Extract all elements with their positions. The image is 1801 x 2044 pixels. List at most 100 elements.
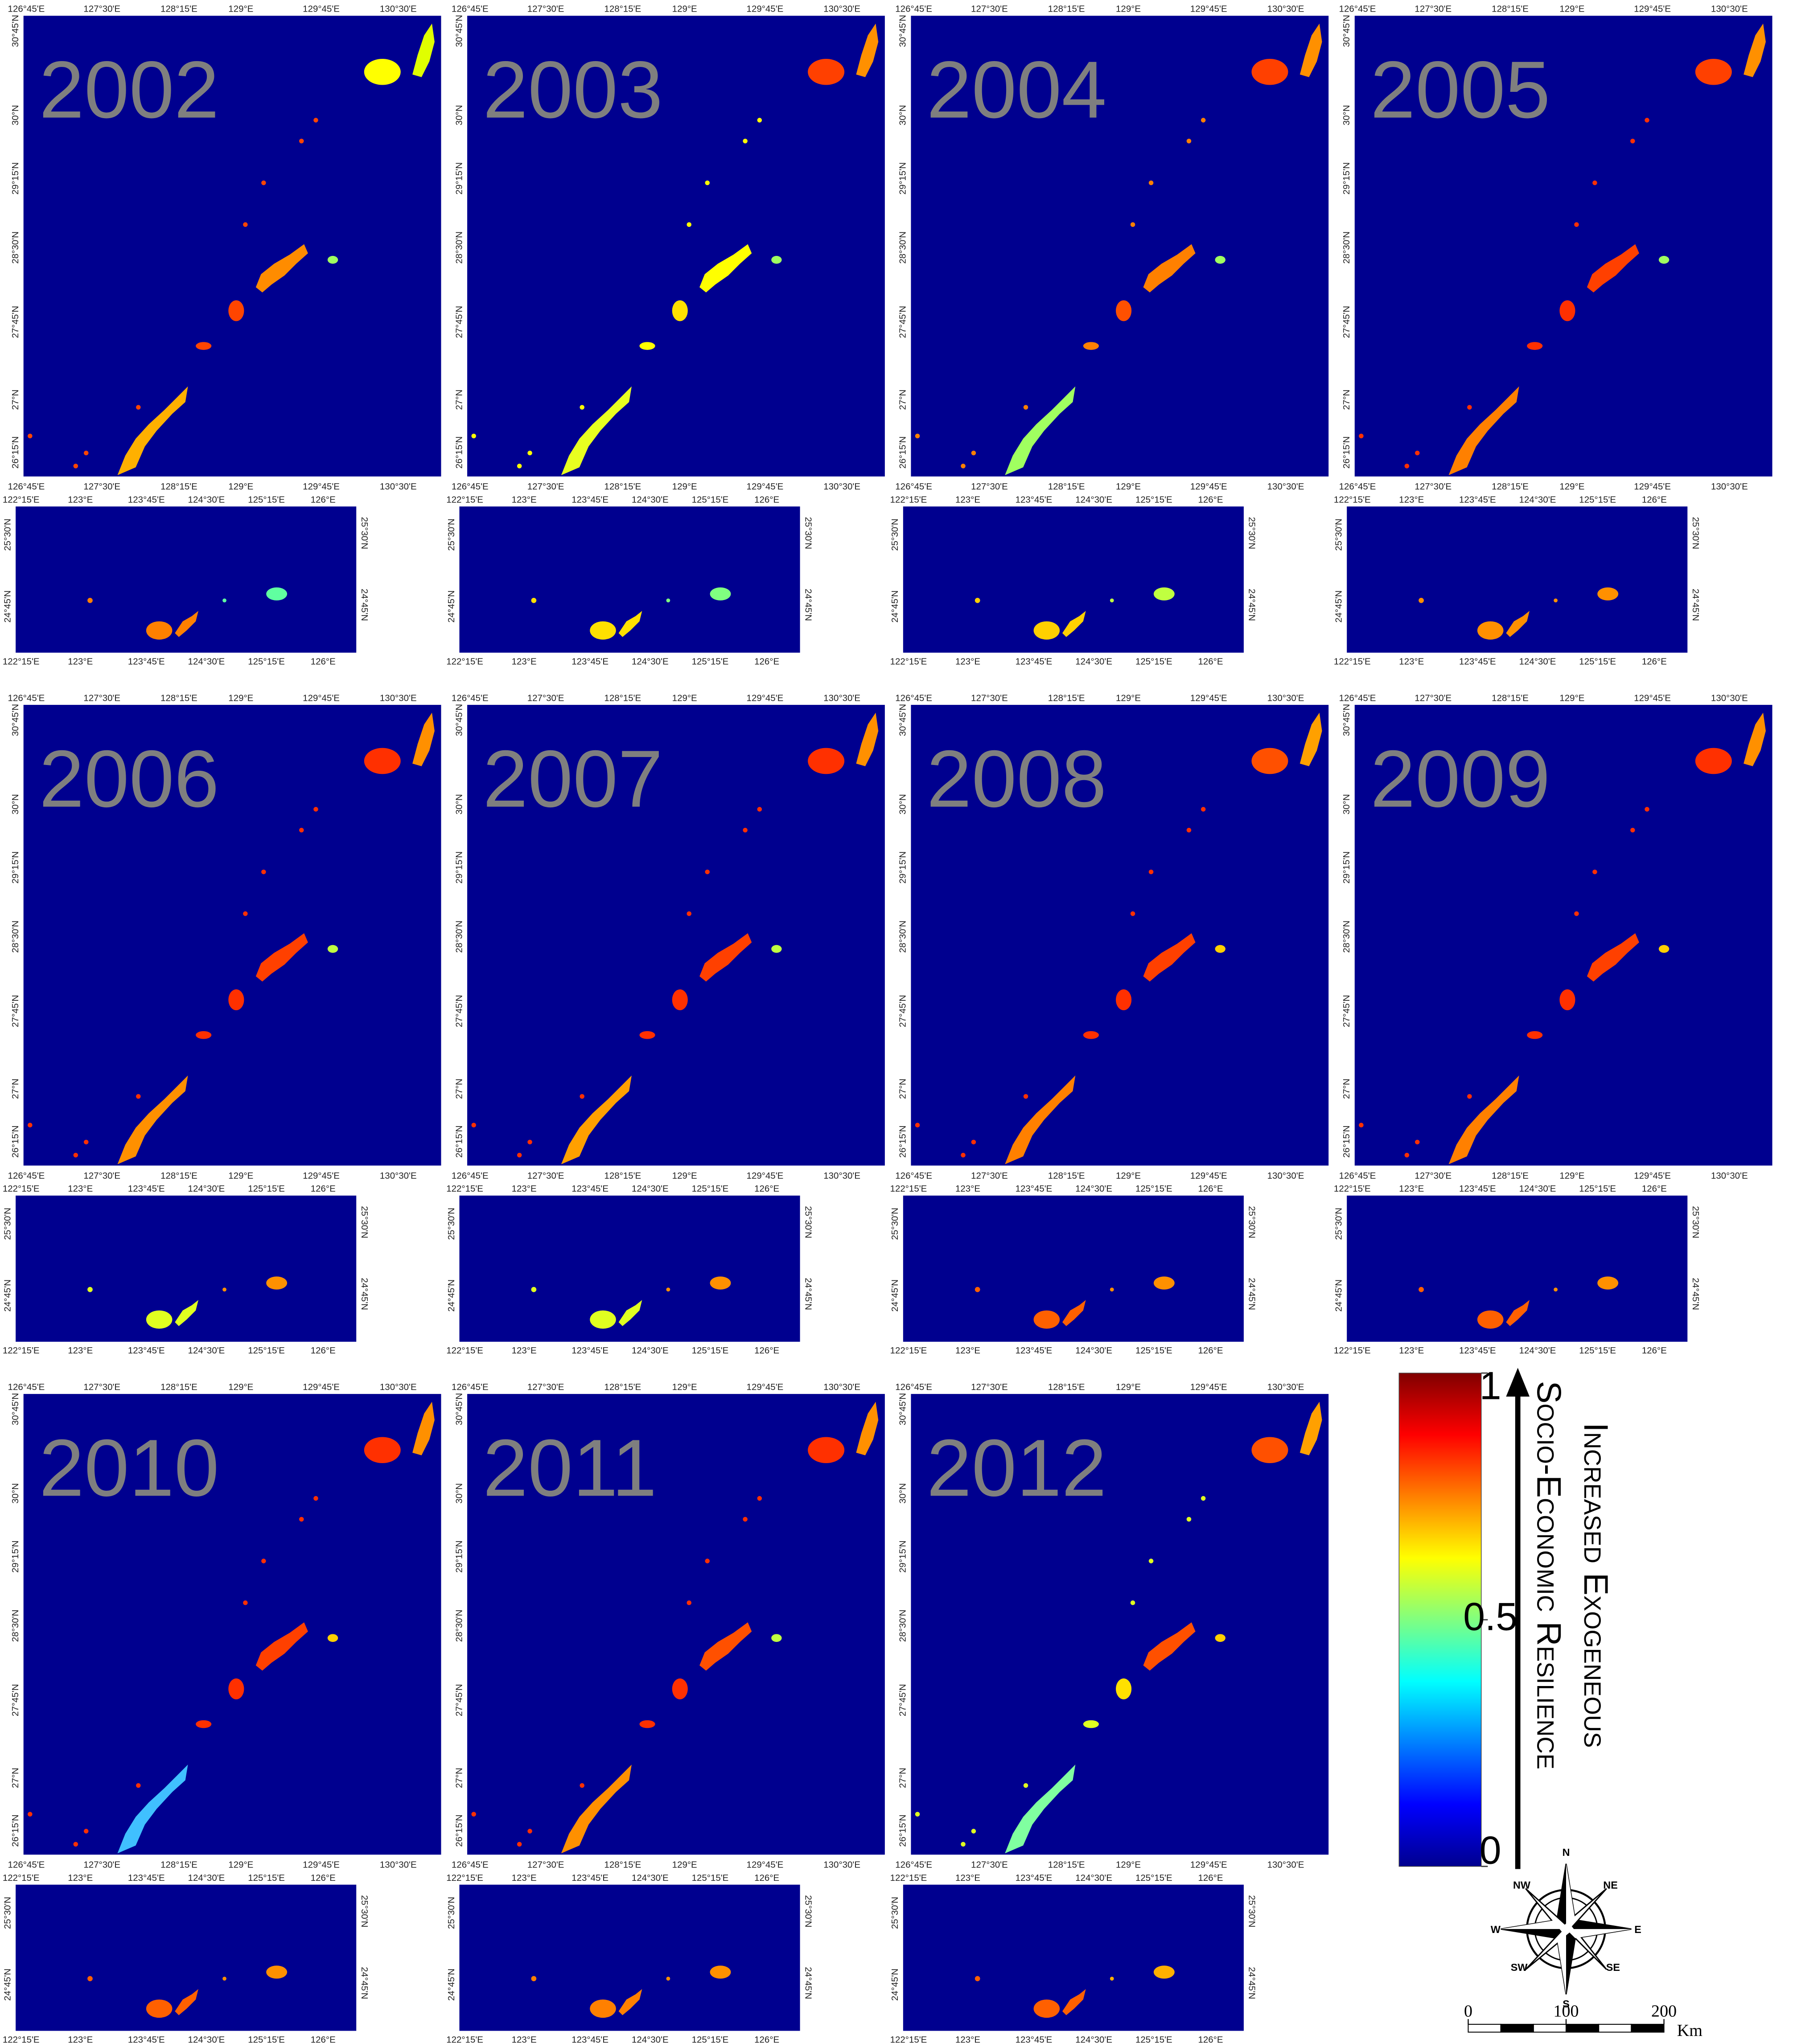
lon-tick-label: 126°45'E — [895, 1860, 932, 1870]
island — [1251, 1437, 1288, 1464]
island — [1201, 118, 1206, 123]
map-background — [467, 1394, 885, 1855]
lon-tick-label: 123°45'E — [572, 1184, 609, 1194]
lon-tick-label: 129°45'E — [747, 481, 784, 492]
lon-tick-label: 125°15'E — [1135, 1873, 1172, 1883]
island — [1419, 598, 1424, 603]
lon-tick-label: 125°15'E — [248, 656, 285, 666]
island — [412, 1402, 435, 1456]
island — [196, 1031, 212, 1039]
island — [590, 1310, 616, 1329]
lon-tick-label: 124°30'E — [632, 1873, 669, 1883]
lat-tick-label: 30°45'N — [10, 1393, 21, 1425]
lon-tick-label: 129°E — [1559, 481, 1584, 492]
lon-tick-label: 127°30'E — [83, 1860, 120, 1870]
lon-tick-label: 130°30'E — [1267, 1171, 1304, 1181]
island — [971, 1829, 976, 1834]
island — [412, 712, 435, 766]
lon-tick-label: 126°45'E — [1339, 1171, 1376, 1181]
island — [531, 598, 537, 603]
island — [757, 118, 762, 123]
lon-tick-label: 129°45'E — [303, 1171, 340, 1181]
compass-label: NW — [1513, 1879, 1531, 1891]
island — [1033, 1999, 1060, 2018]
lon-tick-label: 123°45'E — [1016, 1345, 1053, 1356]
island — [136, 1783, 141, 1788]
island — [1116, 1678, 1132, 1699]
island — [1743, 23, 1766, 77]
lon-tick-label: 125°15'E — [1579, 656, 1616, 666]
lon-tick-label: 127°30'E — [83, 1382, 120, 1392]
lat-tick-label: 24°45'N — [446, 590, 456, 622]
island — [28, 1123, 33, 1128]
island — [1645, 807, 1649, 812]
island — [228, 300, 244, 321]
lat-tick-label: 30°45'N — [898, 15, 908, 47]
lon-tick-label: 125°15'E — [1579, 1184, 1616, 1194]
island — [83, 1829, 89, 1834]
island — [705, 1559, 710, 1563]
lon-tick-label: 129°45'E — [747, 1171, 784, 1181]
lon-tick-label: 126°E — [1642, 656, 1667, 666]
island — [1186, 139, 1192, 144]
lon-tick-label: 127°30'E — [971, 1860, 1008, 1870]
lon-tick-label: 128°15'E — [160, 1860, 197, 1870]
lat-tick-label: 30°45'N — [898, 1393, 908, 1425]
island — [1477, 1310, 1504, 1329]
lat-tick-label: 25°30'N — [1690, 517, 1701, 549]
lat-tick-label: 24°45'N — [1690, 1278, 1701, 1310]
lat-tick-label: 24°45'N — [1247, 1967, 1257, 1999]
lon-tick-label: 127°30'E — [1414, 4, 1451, 14]
lat-tick-label: 25°30'N — [1247, 1206, 1257, 1238]
island — [1215, 945, 1225, 953]
lat-tick-label: 24°45'N — [446, 1279, 456, 1312]
island — [243, 911, 248, 916]
island — [1143, 1622, 1196, 1671]
island — [639, 1031, 655, 1039]
lat-tick-label: 26°15'N — [1341, 436, 1352, 469]
scale-bar-segment — [1598, 2023, 1632, 2033]
lat-tick-label: 27°45'N — [454, 306, 464, 338]
island — [1023, 1783, 1028, 1788]
map-background — [911, 16, 1329, 477]
lon-tick-label: 130°30'E — [823, 693, 860, 703]
lon-tick-label: 129°45'E — [1190, 481, 1227, 492]
lon-tick-label: 129°E — [672, 1171, 697, 1181]
colorbar-tick-label: 0 — [1480, 1828, 1501, 1872]
island — [961, 464, 966, 469]
island — [196, 1720, 212, 1728]
lat-tick-label: 24°45'N — [890, 590, 900, 622]
lon-tick-label: 123°E — [1399, 656, 1424, 666]
lon-tick-label: 123°45'E — [572, 494, 609, 505]
island — [1506, 611, 1530, 637]
island — [580, 1094, 584, 1099]
island — [618, 1989, 642, 2015]
island — [1005, 1075, 1076, 1164]
lon-tick-label: 122°15'E — [890, 1873, 927, 1883]
island — [757, 1496, 762, 1501]
year-label: 2011 — [483, 1423, 657, 1513]
lat-tick-label: 25°30'N — [2, 1897, 12, 1929]
year-label: 2006 — [39, 734, 219, 824]
island — [561, 386, 632, 475]
lon-tick-label: 129°E — [1559, 1171, 1584, 1181]
lon-tick-label: 123°45'E — [572, 656, 609, 666]
lon-tick-label: 130°30'E — [380, 481, 417, 492]
map-background — [911, 705, 1329, 1166]
lon-tick-label: 124°30'E — [632, 494, 669, 505]
lat-tick-label: 24°45'N — [359, 1967, 370, 1999]
lon-tick-label: 129°E — [1116, 4, 1141, 14]
island — [590, 621, 616, 640]
island — [1023, 405, 1028, 410]
island — [117, 1764, 188, 1854]
lon-tick-label: 127°30'E — [1414, 481, 1451, 492]
lon-tick-label: 122°15'E — [446, 656, 483, 666]
lon-tick-label: 127°30'E — [971, 693, 1008, 703]
lon-tick-label: 130°30'E — [380, 1171, 417, 1181]
scale-bar-segment — [1468, 2023, 1501, 2033]
colorbar — [1398, 1373, 1482, 1867]
lon-tick-label: 123°45'E — [1459, 656, 1496, 666]
lon-tick-label: 126°45'E — [8, 4, 45, 14]
lat-tick-label: 28°30'N — [898, 921, 908, 953]
lon-tick-label: 124°30'E — [1075, 1873, 1112, 1883]
